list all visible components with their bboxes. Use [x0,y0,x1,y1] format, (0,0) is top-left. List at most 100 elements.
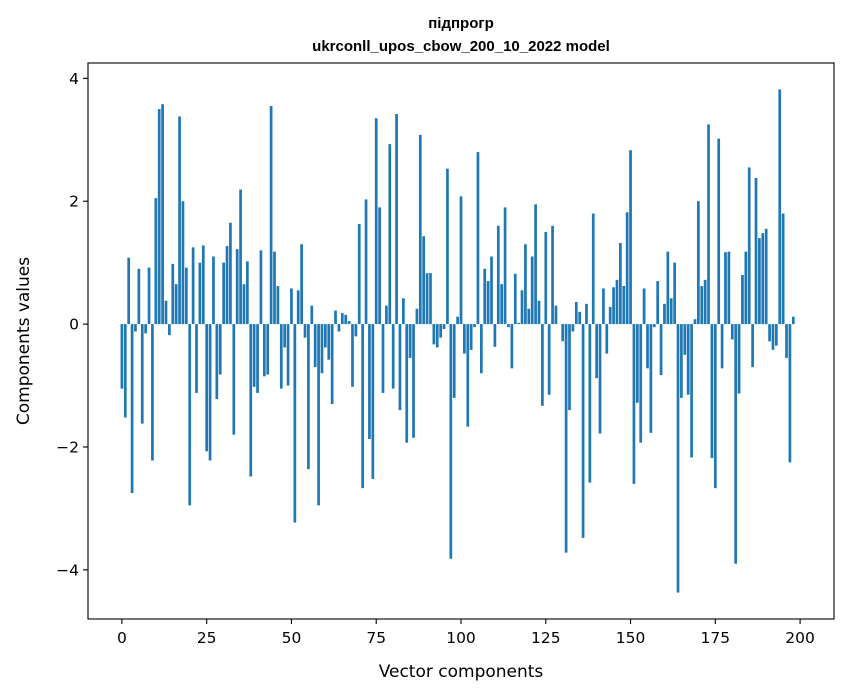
bar-23 [198,262,202,325]
bar-125 [544,231,548,325]
x-tick-label-200: 200 [785,629,815,647]
bar-131 [564,324,568,553]
bar-117 [517,322,520,325]
y-axis-ticks: −4 −2 0 2 4 [56,70,88,579]
bar-172 [703,279,707,325]
bar-38 [249,324,253,477]
bar-135 [578,311,582,325]
bar-98 [452,324,456,398]
bar-145 [612,287,615,325]
bar-110 [493,324,497,347]
bar-124 [541,324,544,406]
bar-49 [286,324,290,386]
bar-50 [290,288,293,325]
bar-74 [371,324,375,479]
bar-121 [530,256,534,325]
bar-71 [361,324,365,489]
bar-85 [408,324,412,358]
bar-78 [385,305,388,325]
bar-173 [707,124,710,325]
bar-137 [585,303,588,325]
bar-149 [625,212,629,325]
bar-156 [649,324,653,433]
bar-143 [605,324,609,354]
bar-76 [378,207,381,325]
bar-198 [791,316,795,325]
y-tick-label-0: −4 [56,561,79,579]
bar-10 [154,198,158,325]
bar-80 [391,324,395,389]
bar-61 [327,324,331,360]
bar-104 [473,324,476,328]
bar-165 [680,324,683,398]
bar-174 [710,324,714,459]
bar-122 [534,204,537,325]
bar-102 [466,324,470,427]
bar-167 [686,324,690,395]
bar-11 [157,109,161,325]
bar-26 [208,324,212,461]
bar-25 [205,324,209,452]
bar-123 [537,300,541,325]
x-tick-label-175: 175 [701,629,731,647]
x-tick-label-50: 50 [282,629,302,647]
bar-4 [134,324,137,332]
bar-72 [364,199,368,325]
bar-169 [693,319,697,325]
bar-36 [242,284,246,325]
y-tick-label-2: 0 [69,316,79,334]
bar-106 [479,324,483,374]
x-tick-label-100: 100 [446,629,476,647]
bar-107 [483,268,487,325]
bar-2 [127,257,131,325]
bar-70 [357,223,361,325]
bar-93 [435,324,439,348]
bar-178 [724,252,727,325]
bar-29 [218,324,222,375]
bar-113 [503,207,507,325]
bar-133 [571,324,575,332]
y-axis-label: Components values [14,257,34,425]
bar-187 [754,177,758,325]
bar-175 [713,324,717,489]
bar-82 [398,324,402,411]
bar-105 [476,152,480,325]
bar-119 [524,244,527,325]
x-tick-label-75: 75 [366,629,386,647]
bar-170 [697,201,700,325]
x-tick-label-125: 125 [531,629,561,647]
bar-190 [764,228,768,325]
bar-148 [622,286,626,325]
bar-192 [771,324,775,350]
chart-subtitle: ukrconll_upos_cbow_200_10_2022 model [312,38,610,55]
bar-96 [446,168,449,325]
bar-100 [459,196,463,325]
bar-164 [676,324,680,593]
bar-47 [279,324,283,389]
bar-56 [310,305,314,325]
bar-157 [652,324,656,328]
bar-84 [405,324,409,443]
bar-99 [456,316,459,325]
bar-163 [673,262,676,325]
bar-42 [262,324,266,377]
bar-193 [775,324,778,346]
bar-14 [168,324,171,336]
bar-186 [751,324,754,368]
bar-34 [235,249,239,325]
bar-90 [425,273,429,325]
bar-139 [591,213,595,325]
plot-frame [87,62,835,620]
bar-179 [727,251,731,325]
bar-57 [313,324,317,368]
bar-53 [300,244,303,325]
bar-66 [344,314,348,325]
y-tick-label-3: 2 [69,193,79,211]
x-tick-label-150: 150 [616,629,646,647]
bar-28 [215,324,219,400]
x-tick-label-0: 0 [117,629,127,647]
bar-194 [778,89,782,325]
bar-7 [144,324,147,334]
bar-67 [347,321,351,325]
